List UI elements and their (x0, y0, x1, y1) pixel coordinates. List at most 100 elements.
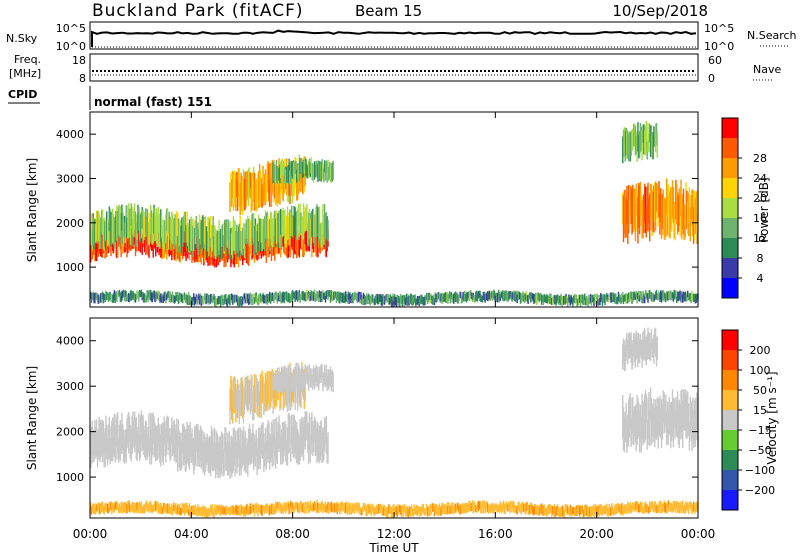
range-time-cell (389, 294, 392, 304)
range-time-cell (302, 236, 304, 258)
range-time-cell (130, 427, 132, 462)
y-tick-label: 3000 (56, 380, 84, 393)
range-time-cell (578, 504, 580, 514)
range-time-cell (246, 503, 248, 514)
range-time-cell (150, 500, 152, 512)
range-time-cell (224, 294, 226, 305)
range-time-cell (464, 502, 467, 514)
range-time-cell (467, 503, 469, 513)
range-time-cell (451, 505, 453, 514)
range-time-cell (388, 504, 390, 514)
range-time-cell (282, 291, 284, 302)
range-time-cell (510, 506, 512, 513)
range-time-cell (279, 387, 281, 412)
range-time-cell (145, 420, 148, 457)
range-time-cell (273, 293, 275, 303)
range-time-cell (520, 293, 523, 303)
range-time-cell (246, 376, 248, 410)
range-time-cell (551, 297, 553, 305)
range-time-cell (226, 237, 228, 259)
range-time-cell (225, 428, 227, 471)
range-time-cell (540, 504, 542, 513)
range-time-cell (109, 437, 111, 465)
range-time-cell (230, 506, 232, 513)
range-time-cell (312, 503, 315, 510)
range-time-cell (177, 505, 179, 515)
range-time-cell (122, 289, 125, 297)
range-time-cell (231, 226, 234, 259)
range-time-cell (509, 291, 512, 298)
range-time-cell (480, 502, 482, 514)
colorbar-tick-label: 4 (757, 272, 764, 285)
range-time-cell (199, 507, 202, 516)
range-time-cell (300, 371, 302, 391)
power-heatmap (90, 120, 699, 307)
range-time-cell (611, 292, 614, 300)
range-time-cell (216, 230, 219, 258)
range-time-cell (324, 501, 327, 513)
range-time-cell (676, 501, 678, 508)
range-time-cell (241, 429, 243, 469)
range-time-cell (635, 403, 637, 452)
range-time-cell (544, 295, 546, 303)
range-time-cell (606, 507, 609, 517)
range-time-cell (211, 295, 214, 302)
range-time-cell (120, 213, 122, 247)
range-time-cell (694, 397, 697, 447)
range-time-cell (128, 416, 131, 442)
range-time-cell (293, 415, 295, 454)
range-time-cell (249, 220, 252, 242)
range-time-cell (389, 506, 392, 514)
range-time-cell (515, 290, 518, 299)
range-time-cell (224, 219, 226, 252)
range-time-cell (264, 210, 267, 239)
range-time-cell (481, 295, 483, 302)
range-time-cell (102, 292, 105, 304)
range-time-cell (468, 500, 470, 510)
range-time-cell (147, 502, 149, 511)
range-time-cell (546, 508, 548, 517)
range-time-cell (224, 506, 226, 515)
range-time-cell (278, 210, 280, 244)
range-time-cell (407, 508, 409, 518)
range-time-cell (638, 185, 641, 235)
range-time-cell (371, 504, 373, 514)
range-time-cell (117, 412, 119, 453)
range-time-cell (413, 504, 415, 515)
range-time-cell (204, 440, 207, 472)
range-time-cell (209, 294, 212, 304)
range-time-cell (687, 290, 689, 298)
range-time-cell (541, 504, 544, 516)
range-time-cell (321, 364, 323, 377)
range-time-cell (160, 215, 163, 238)
range-time-cell (100, 217, 102, 249)
range-time-cell (265, 503, 268, 510)
range-time-cell (212, 216, 214, 241)
range-time-cell (182, 423, 185, 466)
range-time-cell (330, 163, 333, 184)
range-time-cell (425, 295, 427, 302)
range-time-cell (622, 192, 624, 225)
range-time-cell (125, 291, 127, 302)
range-time-cell (280, 170, 282, 195)
range-time-cell (290, 233, 292, 255)
range-time-cell (671, 194, 673, 232)
range-time-cell (409, 295, 411, 305)
range-time-cell (649, 290, 651, 299)
range-time-cell (272, 294, 274, 301)
range-time-cell (442, 503, 444, 514)
range-time-cell (417, 297, 420, 304)
range-time-cell (173, 243, 176, 261)
range-time-cell (630, 291, 632, 299)
range-time-cell (626, 420, 628, 453)
range-time-cell (305, 505, 307, 514)
range-time-cell (117, 506, 120, 514)
range-time-cell (576, 508, 578, 516)
range-time-cell (457, 502, 459, 511)
range-time-cell (499, 293, 502, 301)
range-time-cell (294, 228, 296, 255)
range-time-cell (506, 502, 508, 511)
range-time-cell (285, 440, 288, 466)
range-time-cell (197, 295, 199, 304)
